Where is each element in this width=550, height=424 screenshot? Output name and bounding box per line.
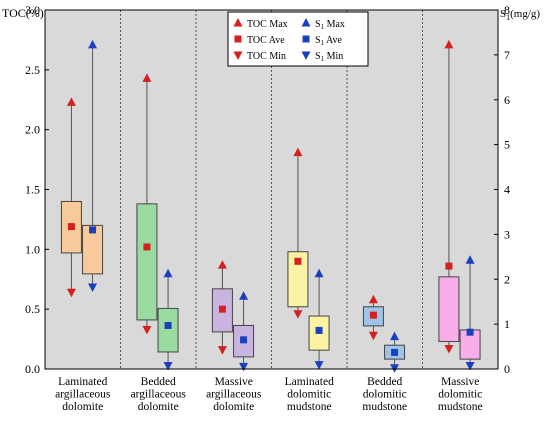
toc-1-min-marker: [66, 288, 76, 298]
toc-4-min-marker: [293, 310, 303, 319]
s1-6-min-marker: [465, 362, 475, 371]
toc-6-ave-marker: [445, 262, 453, 270]
legend-marker: [233, 51, 243, 60]
s1-2-ave-marker: [164, 321, 172, 329]
s1-5-ave-marker: [391, 348, 399, 356]
s1-4-ave-marker: [315, 326, 323, 334]
toc-5-min-marker: [368, 331, 378, 341]
toc-4-box: [287, 251, 309, 308]
right-tick-label: 8: [504, 3, 510, 17]
category-label: Bedded: [367, 376, 402, 388]
s1-6-ave-marker: [466, 328, 474, 336]
legend-marker: [302, 35, 310, 43]
toc-3-max-marker: [217, 260, 227, 269]
category-label: dolomite: [213, 401, 254, 413]
s1-1-max-marker: [88, 39, 98, 49]
category-label: dolomitic: [287, 389, 331, 401]
toc-4-max-marker: [293, 147, 303, 157]
right-tick-label: 4: [504, 183, 510, 197]
toc-2-box: [136, 203, 158, 321]
category-label: mudstone: [287, 401, 332, 413]
right-tick-label: 3: [504, 227, 510, 241]
left-tick-label: 1.5: [25, 183, 40, 197]
legend-marker: [301, 51, 311, 60]
toc-3-ave-marker: [218, 305, 226, 313]
right-tick-label: 7: [504, 48, 510, 62]
left-tick-label: 1.0: [25, 242, 40, 256]
s1-2-min-marker: [163, 362, 173, 371]
left-tick-label: 2.5: [25, 63, 40, 77]
toc-1-ave-marker: [67, 223, 75, 231]
right-axis-title: S1(mg/g): [500, 8, 540, 22]
right-tick-label: 5: [504, 138, 510, 152]
category-label: dolomitic: [438, 389, 482, 401]
right-tick-label: 2: [504, 272, 510, 286]
s1-3-max-marker: [239, 291, 249, 300]
toc-5-max-marker: [368, 294, 378, 304]
category-label: Laminated: [285, 376, 334, 388]
plot-background: [45, 10, 498, 369]
category-label: dolomitic: [363, 389, 407, 401]
category-label: mudstone: [362, 401, 407, 413]
left-axis-title: TOC(%): [2, 6, 44, 20]
category-label: argillaceous: [206, 389, 262, 401]
category-label: Massive: [215, 376, 253, 388]
category-label: Massive: [441, 376, 479, 388]
category-label: Bedded: [141, 376, 176, 388]
legend-label: S1 Ave: [315, 35, 342, 47]
category-label: dolomite: [138, 401, 179, 413]
s1-4-min-marker: [314, 361, 324, 370]
right-tick-label: 1: [504, 317, 510, 331]
legend-label: TOC Ave: [247, 35, 285, 46]
toc-6-max-marker: [444, 39, 454, 49]
legend-label: S1 Min: [315, 51, 343, 63]
toc-2-ave-marker: [143, 243, 151, 251]
category-label: argillaceous: [131, 389, 187, 401]
s1-1-min-marker: [88, 283, 98, 292]
left-tick-label: 2.0: [25, 123, 40, 137]
toc-4-ave-marker: [294, 257, 302, 265]
s1-2-box: [157, 307, 179, 353]
legend-marker: [234, 35, 242, 43]
legend-marker: [233, 18, 243, 27]
s1-1-ave-marker: [89, 226, 97, 234]
legend-marker: [301, 18, 311, 27]
legend-label: TOC Max: [247, 19, 288, 30]
category-label: argillaceous: [55, 389, 111, 401]
toc-6-box: [438, 276, 460, 342]
s1-3-min-marker: [239, 362, 249, 372]
s1-4-max-marker: [314, 268, 324, 278]
toc-6-min-marker: [444, 344, 454, 354]
legend-label: TOC Min: [247, 51, 286, 62]
s1-5-max-marker: [390, 331, 400, 341]
toc-5-ave-marker: [369, 311, 377, 319]
toc-1-max-marker: [66, 97, 76, 106]
left-tick-label: 0.5: [25, 302, 40, 316]
right-tick-label: 0: [504, 362, 510, 376]
s1-1-box: [82, 224, 104, 275]
s1-2-max-marker: [163, 268, 173, 278]
left-tick-label: 3.0: [25, 3, 40, 17]
left-tick-label: 0.0: [25, 362, 40, 376]
toc-3-min-marker: [217, 346, 227, 355]
category-label: Laminated: [58, 376, 107, 388]
s1-6-max-marker: [465, 255, 475, 264]
toc-2-min-marker: [142, 325, 152, 335]
s1-3-ave-marker: [240, 336, 248, 344]
legend-box: [227, 11, 369, 67]
legend-label: S1 Max: [315, 19, 345, 31]
toc-2-max-marker: [142, 73, 152, 82]
right-tick-label: 6: [504, 93, 510, 107]
category-label: mudstone: [438, 401, 483, 413]
category-label: dolomite: [62, 401, 103, 413]
